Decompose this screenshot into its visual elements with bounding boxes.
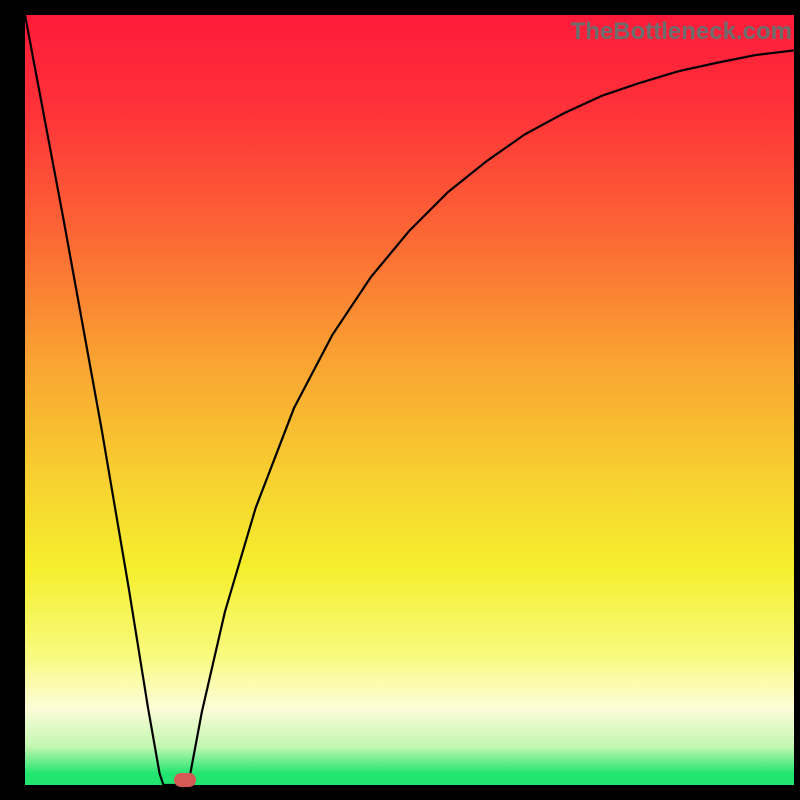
bottleneck-curve bbox=[25, 15, 794, 785]
chart-container: TheBottleneck.com bbox=[0, 0, 800, 800]
watermark-text: TheBottleneck.com bbox=[571, 18, 792, 46]
curve-layer bbox=[25, 15, 794, 785]
plot-area bbox=[25, 15, 794, 785]
optimum-marker bbox=[174, 773, 196, 787]
